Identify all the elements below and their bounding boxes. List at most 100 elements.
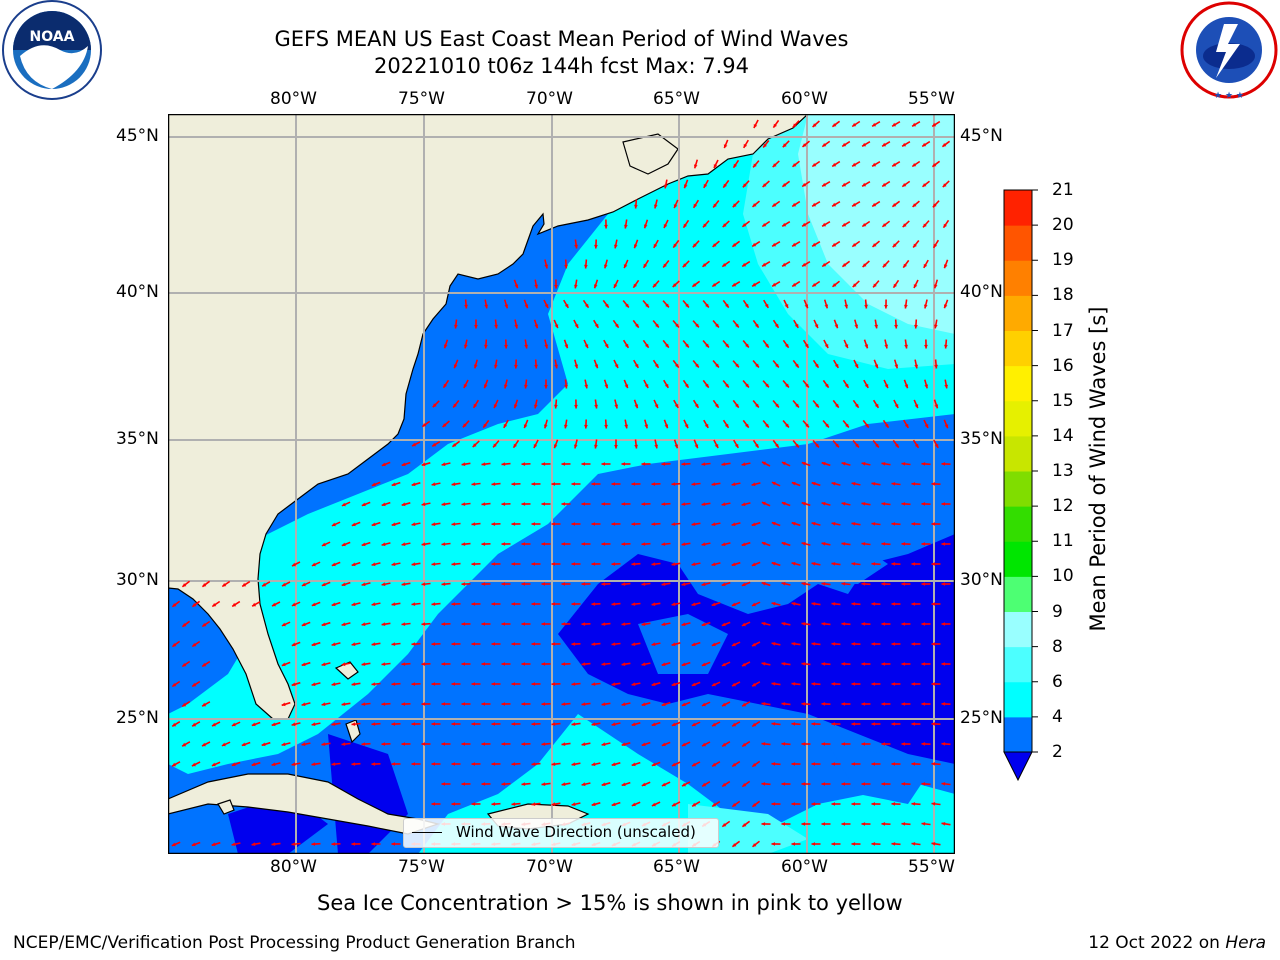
lat-label-right: 30°N [960, 570, 1003, 590]
wave-direction-arrowhead [561, 782, 566, 787]
wave-direction-arrowhead [584, 384, 589, 389]
wave-direction-arrowhead [805, 423, 809, 428]
wave-direction-arrowhead [481, 582, 486, 586]
wave-direction-arrowhead [481, 462, 486, 466]
wave-direction-arrowhead [741, 582, 746, 587]
wave-direction-arrowhead [611, 642, 616, 646]
wave-direction-arrowhead [311, 722, 316, 727]
wave-direction-arrowhead [811, 842, 815, 846]
wave-direction-arrowhead [411, 722, 416, 726]
wave-direction-arrowhead [745, 383, 749, 388]
wave-direction-arrowhead [781, 662, 786, 666]
lon-label-top: 80°W [270, 89, 317, 109]
colorbar-segment [1004, 330, 1032, 367]
wave-direction-arrowhead [401, 622, 406, 626]
wave-direction-arrowhead [504, 304, 509, 309]
wave-direction-arrowhead [534, 284, 539, 289]
wave-direction-arrowhead [781, 541, 786, 546]
wave-direction-arrowhead [941, 542, 945, 546]
wave-direction-arrowhead [831, 521, 836, 526]
wave-direction-arrowhead [231, 762, 236, 767]
wave-direction-arrowhead [773, 123, 777, 128]
wave-direction-arrowhead [811, 521, 816, 526]
wave-direction-arrowhead [673, 204, 678, 209]
wave-direction-arrowhead [504, 344, 508, 349]
wave-direction-arrowhead [341, 582, 346, 587]
wave-direction-arrowhead [924, 424, 929, 428]
wave-direction-arrowhead [691, 642, 696, 647]
wave-direction-arrowhead [351, 642, 356, 647]
wave-direction-arrowhead [391, 682, 396, 686]
wave-direction-arrowhead [341, 702, 346, 706]
wave-direction-arrowhead [792, 163, 797, 167]
wave-direction-arrowhead [554, 285, 558, 289]
colorbar-tick-label: 4 [1052, 706, 1063, 727]
wave-direction-arrowhead [911, 682, 915, 686]
wave-direction-arrowhead [891, 842, 896, 846]
wave-direction-arrowhead [691, 562, 696, 567]
wave-direction-arrowhead [821, 541, 826, 546]
wave-direction-arrowhead [611, 482, 615, 486]
wave-direction-arrowhead [923, 304, 928, 309]
wave-direction-arrowhead [281, 702, 286, 707]
wave-direction-arrowhead [431, 802, 435, 806]
wave-direction-arrowhead [341, 542, 346, 547]
wave-direction-arrowhead [934, 404, 939, 409]
wave-direction-arrowhead [821, 782, 825, 786]
wave-direction-arrowhead [483, 423, 487, 428]
wave-direction-arrowhead [831, 722, 835, 726]
wave-direction-arrowhead [301, 622, 306, 627]
wave-direction-arrowhead [811, 602, 816, 606]
wave-direction-arrowhead [271, 722, 276, 727]
wave-direction-arrowhead [761, 742, 766, 746]
wave-direction-arrowhead [661, 742, 666, 747]
nws-logo: ★ ★ ★ [1180, 1, 1278, 101]
wave-direction-arrowhead [771, 802, 776, 806]
wave-direction-arrowhead [881, 742, 885, 746]
wave-direction-arrowhead [752, 203, 757, 207]
wave-direction-arrowhead [912, 163, 917, 167]
legend-label: Wind Wave Direction (unscaled) [456, 823, 696, 841]
wave-direction-arrowhead [411, 562, 416, 567]
wave-direction-arrowhead [661, 582, 666, 586]
wave-direction-arrowhead [311, 682, 316, 687]
wave-direction-arrowhead [693, 164, 698, 169]
wave-direction-arrowhead [721, 502, 726, 507]
wave-direction-arrowhead [621, 702, 626, 707]
wave-direction-arrowhead [923, 223, 927, 228]
wave-direction-arrowhead [172, 643, 177, 647]
wave-direction-arrowhead [715, 403, 719, 408]
wave-direction-arrowhead [931, 762, 936, 766]
wave-direction-arrowhead [461, 782, 465, 786]
wave-direction-arrowhead [772, 203, 777, 207]
wave-direction-arrowhead [571, 642, 576, 646]
wave-direction-arrowhead [942, 143, 947, 147]
wave-direction-arrowhead [784, 304, 789, 308]
wave-direction-arrowhead [571, 722, 576, 726]
colorbar-segment [1004, 365, 1032, 402]
wave-direction-arrowhead [541, 462, 546, 466]
wave-direction-arrowhead [531, 562, 535, 566]
wave-direction-arrowhead [541, 502, 545, 506]
wave-direction-arrowhead [852, 202, 857, 207]
wave-direction-arrowhead [554, 404, 558, 409]
wave-direction-arrowhead [411, 762, 415, 766]
wave-direction-arrowhead [401, 502, 406, 507]
wave-direction-arrowhead [471, 562, 476, 566]
wave-direction-arrowhead [361, 702, 366, 706]
wave-direction-arrowhead [594, 244, 598, 249]
wave-direction-arrowhead [871, 842, 876, 846]
wave-direction-arrowhead [271, 762, 276, 767]
wave-direction-arrowhead [561, 702, 566, 706]
wave-direction-arrowhead [212, 603, 217, 607]
wave-direction-arrowhead [791, 561, 796, 566]
wave-direction-arrowhead [603, 264, 608, 269]
wave-direction-arrowhead [391, 562, 396, 567]
wave-direction-arrowhead [643, 263, 648, 268]
wave-direction-arrowhead [683, 223, 687, 228]
wave-direction-arrowhead [712, 762, 717, 767]
wave-direction-arrowhead [772, 242, 777, 247]
wave-direction-arrowhead [681, 662, 686, 667]
wave-direction-arrowhead [534, 364, 538, 369]
wave-direction-arrowhead [944, 384, 949, 389]
